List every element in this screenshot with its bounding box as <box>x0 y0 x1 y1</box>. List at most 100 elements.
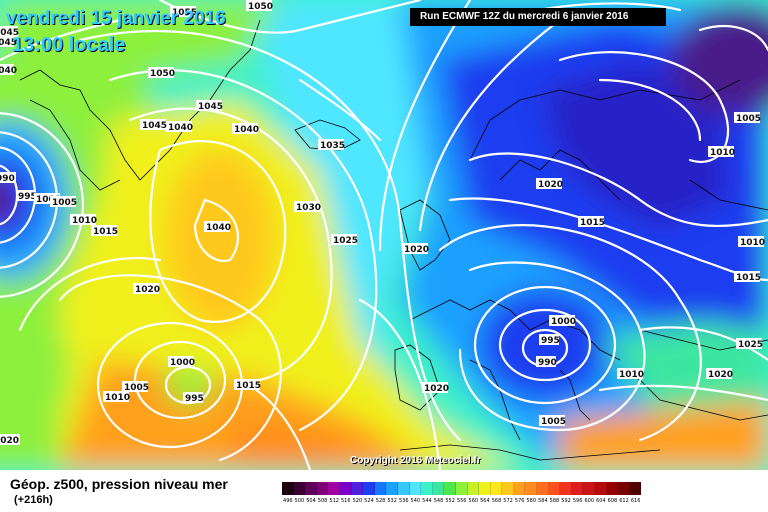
isobar-label: 1045 <box>196 100 223 112</box>
scale-swatch <box>583 482 596 495</box>
isobar-label: 1005 <box>122 381 149 393</box>
isobar-label: 1020 <box>133 283 160 295</box>
svg-text:1015: 1015 <box>236 381 261 391</box>
scale-swatch <box>629 482 642 495</box>
scale-label: 532 <box>387 498 397 504</box>
isobar-label: 1055 <box>170 6 197 18</box>
isobar-label: 1040 <box>0 64 17 76</box>
isobar-label: 1030 <box>294 201 321 213</box>
isobar-label: 1000 <box>34 193 61 205</box>
scale-label: 612 <box>619 498 629 504</box>
isobar-label: 990 <box>536 356 557 368</box>
svg-text:1035: 1035 <box>320 141 345 151</box>
scale-label: 596 <box>572 498 583 504</box>
scale-swatch <box>432 482 445 495</box>
scale-swatch <box>502 482 514 495</box>
scale-label: 508 <box>317 498 328 504</box>
svg-text:1040: 1040 <box>0 66 17 76</box>
isobar-label: 1045 <box>140 119 167 131</box>
svg-text:1055: 1055 <box>172 8 197 18</box>
isobar-label: 1050 <box>148 67 175 79</box>
isobar-label: 1020 <box>402 243 429 255</box>
scale-swatch <box>328 482 340 495</box>
weather-map: 1050 1055 1045 1050 1045 1040 1045 1040 … <box>0 0 768 470</box>
svg-text:1050: 1050 <box>150 69 175 79</box>
svg-text:1020: 1020 <box>424 384 449 394</box>
svg-text:1010: 1010 <box>740 238 765 248</box>
scale-label: 560 <box>468 498 479 504</box>
isobar-label: 1040 <box>204 221 231 233</box>
scale-label: 556 <box>456 498 467 504</box>
scale-label: 600 <box>584 498 594 504</box>
isobar-label: 1015 <box>734 271 761 283</box>
svg-text:1025: 1025 <box>738 340 763 350</box>
svg-text:1010: 1010 <box>619 370 644 380</box>
svg-text:990: 990 <box>0 174 15 184</box>
svg-text:1015: 1015 <box>736 273 761 283</box>
isobar-label: 1020 <box>0 434 20 446</box>
isobar-label: 1045 <box>0 36 17 48</box>
svg-text:1045: 1045 <box>198 102 223 112</box>
scale-swatch <box>606 482 619 495</box>
isobar-label: 1010 <box>617 368 644 380</box>
svg-text:1020: 1020 <box>708 370 733 380</box>
scale-swatch <box>571 482 584 495</box>
isobar-label: 1015 <box>91 225 118 237</box>
scale-label: 524 <box>364 498 374 504</box>
svg-text:1045: 1045 <box>0 28 19 38</box>
svg-text:1045: 1045 <box>142 121 167 131</box>
scale-swatch <box>397 482 410 495</box>
svg-text:1030: 1030 <box>296 203 321 213</box>
scale-swatch <box>386 482 398 495</box>
scale-label: 604 <box>596 498 606 504</box>
scale-swatch <box>537 482 549 495</box>
scale-label: 616 <box>630 498 641 504</box>
isobar-label: 1010 <box>103 391 130 403</box>
isobar-label: 995 <box>16 190 37 202</box>
scale-label: 520 <box>352 498 363 504</box>
forecast-date: vendredi 15 janvier 2016 <box>6 8 226 29</box>
scale-label: 528 <box>375 498 386 504</box>
svg-text:995: 995 <box>541 336 560 346</box>
scale-label: 608 <box>607 498 618 504</box>
svg-text:1025: 1025 <box>333 236 358 246</box>
isobar-label: 1000 <box>549 315 576 327</box>
scale-swatch <box>293 482 306 495</box>
svg-text:1000: 1000 <box>36 195 61 205</box>
color-scale <box>282 482 642 495</box>
scale-label: 540 <box>410 498 421 504</box>
legend-title: Géop. z500, pression niveau mer <box>10 476 228 492</box>
geopotential-field <box>0 0 768 470</box>
scale-swatch <box>421 482 433 495</box>
color-scale-labels: 496 500 504 508 512 516 520 524 528 532 536 540 544 5… <box>282 498 641 504</box>
svg-text:1015: 1015 <box>93 227 118 237</box>
isobar-label: 1025 <box>331 234 358 246</box>
scale-swatch <box>455 482 468 495</box>
scale-swatch <box>525 482 538 495</box>
isobar-label: 1020 <box>422 382 449 394</box>
scale-label: 544 <box>422 498 432 504</box>
scale-label: 512 <box>329 498 339 504</box>
scale-label: 588 <box>549 498 560 504</box>
svg-text:1005: 1005 <box>52 198 77 208</box>
scale-swatch <box>351 482 364 495</box>
isobar-label: 1005 <box>734 112 761 124</box>
scale-swatch <box>467 482 480 495</box>
isobar-label: 1010 <box>708 146 735 158</box>
scale-swatch <box>374 482 387 495</box>
svg-text:1005: 1005 <box>541 417 566 427</box>
scale-label: 568 <box>491 498 502 504</box>
svg-text:995: 995 <box>185 394 204 404</box>
isobar-label: 1005 <box>50 196 77 208</box>
scale-swatch <box>444 482 456 495</box>
isobar-label: 1010 <box>738 236 765 248</box>
scale-swatch <box>316 482 329 495</box>
scale-swatch <box>560 482 572 495</box>
scale-label: 580 <box>526 498 537 504</box>
svg-text:1020: 1020 <box>135 285 160 295</box>
scale-swatch <box>479 482 491 495</box>
forecast-time: 13:00 locale <box>12 34 126 56</box>
svg-text:1010: 1010 <box>105 393 130 403</box>
isobar-label: 990 <box>0 172 16 184</box>
scale-label: 592 <box>561 498 571 504</box>
